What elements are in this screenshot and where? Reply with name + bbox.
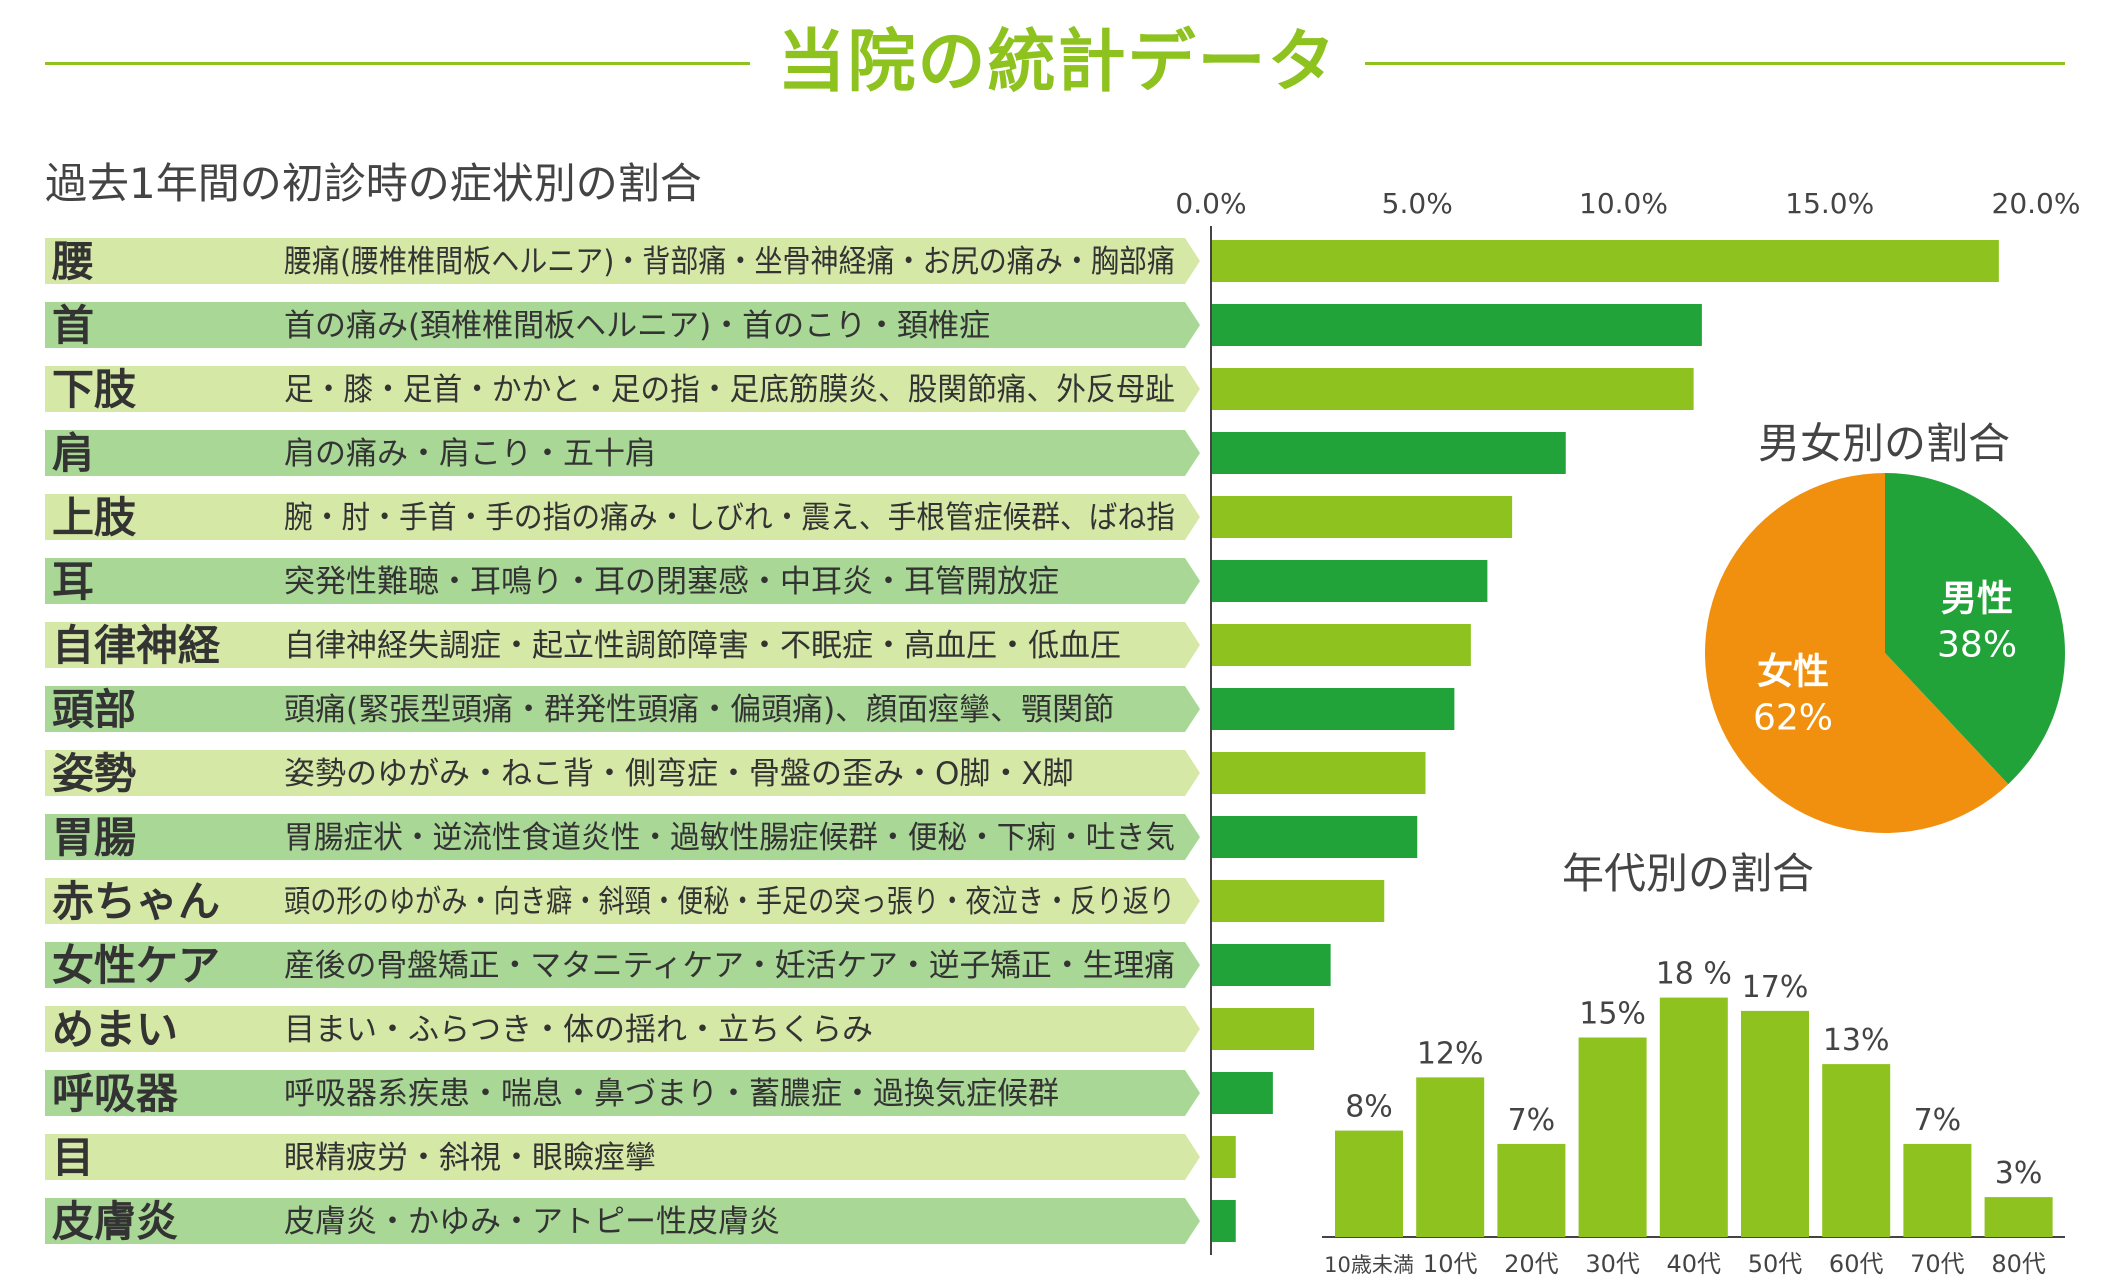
category-detail: 呼吸器系疾患・喘息・鼻づまり・蓄膿症・過換気症候群 <box>284 1076 1059 1112</box>
category-name: 赤ちゃん <box>52 877 220 926</box>
title-rule-right <box>1365 62 2065 65</box>
category-name: 首 <box>52 301 94 350</box>
category-name: 呼吸器 <box>52 1069 179 1118</box>
category-label-band <box>45 1006 1200 1052</box>
category-name: 頭部 <box>52 685 136 734</box>
category-label-band <box>45 750 1200 796</box>
category-detail: 自律神経失調症・起立性調節障害・不眠症・高血圧・低血圧 <box>284 628 1121 664</box>
category-name: めまい <box>52 1005 178 1054</box>
category-name: 胃腸 <box>52 813 136 862</box>
bar-3 <box>1211 368 1694 410</box>
category-label-band <box>45 942 1200 988</box>
category-detail: 肩の痛み・肩こり・五十肩 <box>284 436 656 472</box>
category-detail: 突発性難聴・耳鳴り・耳の閉塞感・中耳炎・耳管開放症 <box>284 564 1059 600</box>
x-tick-label: 5.0% <box>1382 187 1453 220</box>
bar-10 <box>1211 816 1418 858</box>
pie-slice-male <box>1885 473 2065 785</box>
x-tick-label: 10.0% <box>1579 187 1668 220</box>
category-name: 耳 <box>52 557 94 606</box>
category-name: 自律神経 <box>52 621 221 670</box>
category-label-band <box>45 1070 1200 1116</box>
symptom-chart-title: 過去1年間の初診時の症状別の割合 <box>45 159 702 208</box>
category-detail: 産後の骨盤矯正・マタニティケア・妊活ケア・逆子矯正・生理痛 <box>284 948 1175 984</box>
category-detail: 皮膚炎・かゆみ・アトピー性皮膚炎 <box>284 1204 780 1240</box>
bar-7 <box>1211 624 1471 666</box>
category-detail: 眼精疲労・斜視・眼瞼痙攣 <box>284 1140 656 1176</box>
pie-slice-female <box>1705 473 2009 833</box>
bar-16 <box>1211 1200 1236 1242</box>
category-label-band <box>45 430 1200 476</box>
category-name: 皮膚炎 <box>52 1197 178 1246</box>
category-label-band <box>45 1134 1200 1180</box>
category-label-band <box>45 494 1200 540</box>
pie-label: 女性 <box>1757 651 1829 692</box>
category-detail: 姿勢のゆがみ・ねこ背・側弯症・骨盤の歪み・O脚・X脚 <box>284 756 1074 792</box>
category-name: 女性ケア <box>52 941 220 990</box>
category-label-band <box>45 814 1200 860</box>
bar-8 <box>1211 688 1455 730</box>
bar-2 <box>1211 304 1702 346</box>
category-label-band <box>45 238 1200 284</box>
category-label-band <box>45 686 1200 732</box>
category-name: 目 <box>52 1133 94 1182</box>
gender-chart-title: 男女別の割合 <box>1758 419 2011 468</box>
gender-pie-chart: 男性 38% 女性 62% <box>1700 468 2070 838</box>
pie-value: 38% <box>1937 625 2017 666</box>
pie-label: 男性 <box>1941 579 2013 620</box>
category-name: 上肢 <box>52 493 137 542</box>
x-tick-label: 15.0% <box>1785 187 1874 220</box>
bar-4 <box>1211 432 1566 474</box>
bar-12 <box>1211 944 1331 986</box>
category-detail: 首の痛み(頚椎椎間板ヘルニア)・首のこり・頚椎症 <box>284 308 990 344</box>
category-label-band <box>45 558 1200 604</box>
category-name: 下肢 <box>52 365 137 414</box>
bar-6 <box>1211 560 1488 602</box>
category-detail: 胃腸症状・逆流性食道炎性・過敏性腸症候群・便秘・下痢・吐き気 <box>284 820 1175 856</box>
age-chart-title: 年代別の割合 <box>1562 849 1815 898</box>
category-name: 腰 <box>51 237 94 286</box>
bar-14 <box>1211 1072 1273 1114</box>
category-label-band <box>45 878 1200 924</box>
category-detail: 頭の形のゆがみ・向き癖・斜頸・便秘・手足の突っ張り・夜泣き・反り返り <box>284 884 1175 920</box>
category-label-band <box>45 366 1200 412</box>
x-tick-label: 20.0% <box>1992 187 2081 220</box>
bar-1 <box>1211 240 1999 282</box>
category-detail: 目まい・ふらつき・体の揺れ・立ちくらみ <box>284 1012 873 1048</box>
bar-9 <box>1211 752 1426 794</box>
bar-13 <box>1211 1008 1315 1050</box>
category-detail: 頭痛(緊張型頭痛・群発性頭痛・偏頭痛)、顔面痙攣、顎関節 <box>284 692 1114 728</box>
pie-value: 62% <box>1753 697 1833 738</box>
category-label-band <box>45 1198 1200 1244</box>
category-detail: 腕・肘・手首・手の指の痛み・しびれ・震え、手根管症候群、ばね指 <box>284 500 1175 536</box>
title-rule-left <box>45 62 750 65</box>
category-label-band <box>45 302 1200 348</box>
bar-11 <box>1211 880 1385 922</box>
category-detail: 足・膝・足首・かかと・足の指・足底筋膜炎、股関節痛、外反母趾 <box>284 372 1175 408</box>
page-title: 当院の統計データ <box>777 23 1338 102</box>
category-name: 姿勢 <box>52 749 136 798</box>
bar-5 <box>1211 496 1513 538</box>
x-tick-label: 0.0% <box>1175 187 1246 220</box>
category-detail: 腰痛(腰椎椎間板ヘルニア)・背部痛・坐骨神経痛・お尻の痛み・胸部痛 <box>284 244 1175 280</box>
category-label-band <box>45 622 1200 668</box>
category-name: 肩 <box>52 429 94 478</box>
bar-15 <box>1211 1136 1236 1178</box>
